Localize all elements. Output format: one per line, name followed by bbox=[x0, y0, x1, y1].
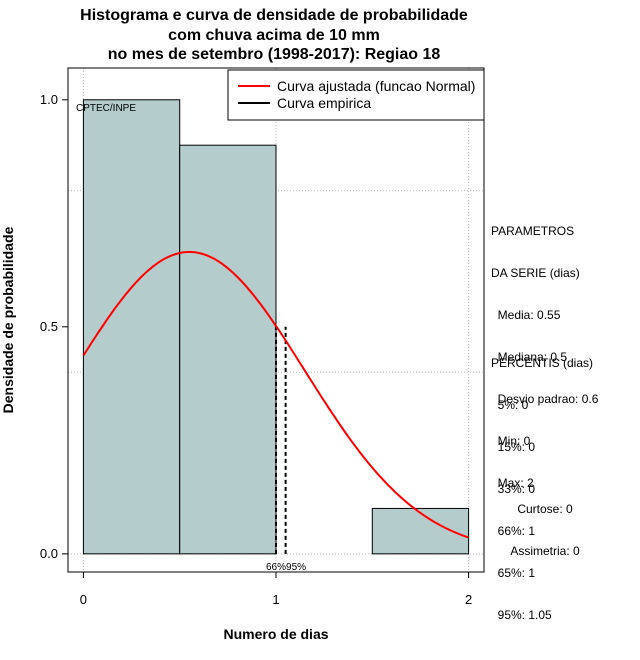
percentile-marker-label: 66%95% bbox=[266, 562, 306, 573]
skewness-text: Assimetria: 0 bbox=[510, 544, 580, 558]
chart-title-line-2: com chuva acima de 10 mm bbox=[168, 27, 380, 44]
watermark-text: CPTEC/INPE bbox=[76, 103, 136, 114]
percentis-line: 65%: 1 bbox=[491, 566, 536, 580]
chart-title-line-1: Histograma e curva de densidade de proba… bbox=[80, 7, 468, 24]
legend-label-empirical: Curva empirica bbox=[277, 95, 371, 111]
percentis-panel: PERCENTIS (dias) 5%: 0 15%: 0 33%: 0 66%… bbox=[491, 328, 593, 636]
params-panel: PARAMETROS DA SERIE (dias) Media: 0.55 M… bbox=[491, 196, 598, 504]
percentis-line: 66%: 1 bbox=[491, 524, 536, 538]
percentis-line: 15%: 0 bbox=[491, 440, 536, 454]
y-tick-label: 0.5 bbox=[40, 319, 58, 334]
percentis-line: 5%: 0 bbox=[491, 398, 529, 412]
params-line: Media: 0.55 bbox=[491, 308, 561, 322]
params-line: Max: 2 bbox=[491, 476, 534, 490]
histogram-bars bbox=[82, 99, 470, 555]
histogram-bar bbox=[179, 144, 277, 555]
percentis-line: 33%: 0 bbox=[491, 482, 536, 496]
params-line: PARAMETROS bbox=[491, 224, 575, 238]
x-axis-label: Numero de dias bbox=[223, 626, 328, 642]
legend-box bbox=[227, 69, 485, 121]
x-tick-label: 0 bbox=[80, 592, 87, 607]
params-line: Min: 0 bbox=[491, 434, 531, 448]
chart-title-line-3: no mes de setembro (1998-2017): Regiao 1… bbox=[107, 46, 441, 63]
percentis-line: PERCENTIS (dias) bbox=[491, 356, 594, 370]
normal-fit-curve bbox=[82, 251, 469, 539]
percentis-line: 95%: 1.05 bbox=[491, 608, 552, 622]
legend-label-fit: Curva ajustada (funcao Normal) bbox=[277, 78, 475, 94]
params-line: Mediana: 0.5 bbox=[491, 350, 568, 364]
histogram-bar bbox=[82, 99, 181, 555]
y-tick-label: 0.0 bbox=[40, 546, 58, 561]
params-line: Desvio padrao: 0.6 bbox=[491, 392, 599, 406]
axes: 0 1 2 0.0 0.5 1.0 bbox=[40, 67, 485, 607]
x-tick-label: 2 bbox=[465, 592, 472, 607]
y-tick-label: 1.0 bbox=[40, 92, 58, 107]
params-line: DA SERIE (dias) bbox=[491, 266, 580, 280]
kurtosis-text: Curtose: 0 bbox=[517, 502, 573, 516]
y-axis-label: Densidade de probabilidade bbox=[0, 226, 16, 413]
normal-curve-group bbox=[82, 251, 469, 539]
legend: Curva ajustada (funcao Normal) Curva emp… bbox=[227, 69, 485, 121]
x-tick-label: 1 bbox=[272, 592, 279, 607]
shape-panel: Curtose: 0 Assimetria: 0 bbox=[505, 474, 585, 572]
percentile-lines bbox=[275, 326, 287, 554]
